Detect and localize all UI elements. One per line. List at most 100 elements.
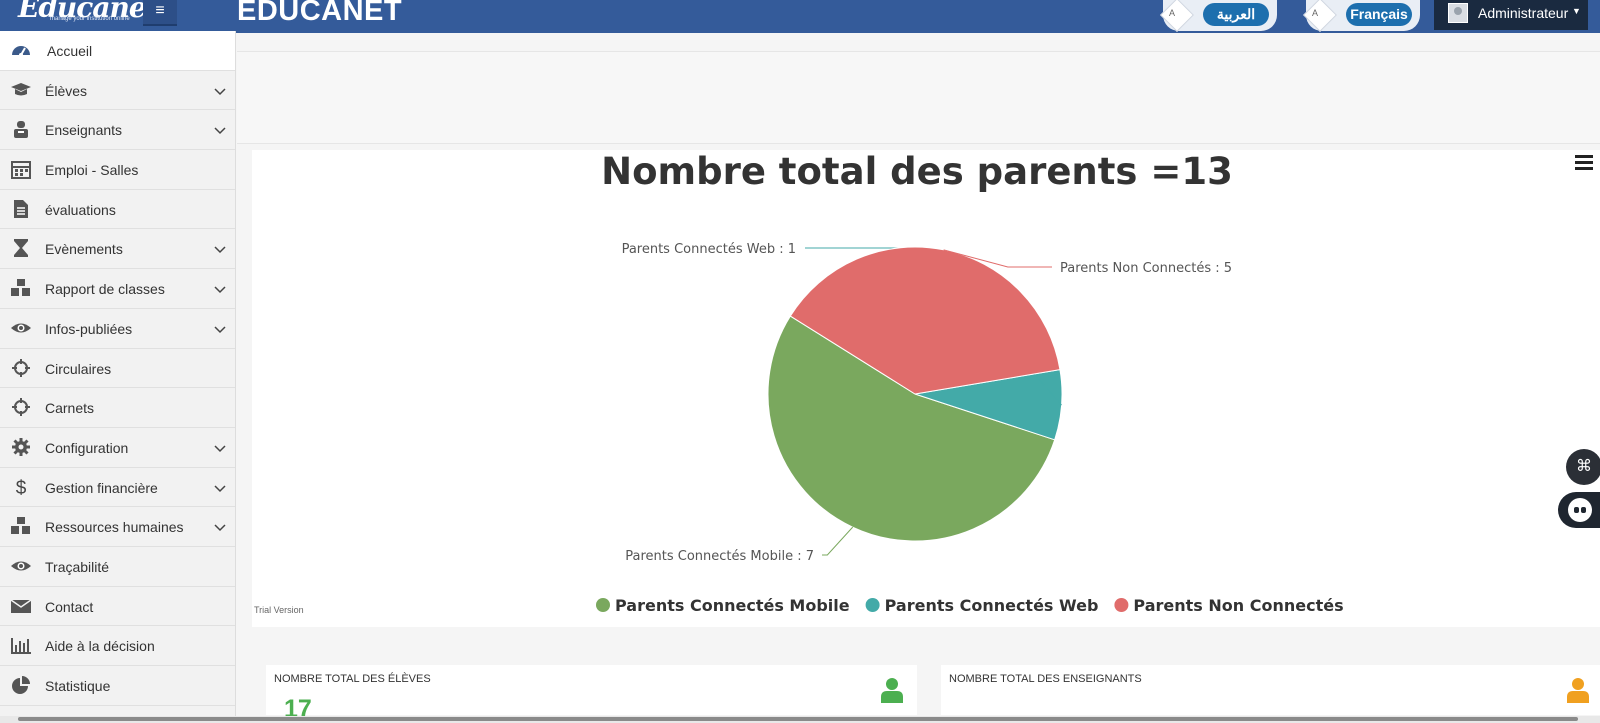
sidebar-item-configuration[interactable]: Configuration [0, 428, 235, 468]
main-content: Parents Connectés Mobile : 7 Parents Conn… [237, 33, 1600, 723]
educanet-logo[interactable]: Educanet manage your institution online [14, 0, 159, 26]
sidebar-item-label: Rapport de classes [45, 281, 165, 298]
sidebar-item-label: Statistique [45, 678, 111, 694]
parents-pie-chart: Parents Connectés Mobile : 7 Parents Conn… [596, 242, 1344, 615]
cubes-icon [10, 278, 32, 298]
gear-icon [10, 437, 32, 457]
scrollbar-thumb[interactable] [18, 717, 1578, 721]
sidebar-item-label: Traçabilité [45, 558, 110, 575]
sidebar-item-label: Enseignants [45, 122, 123, 139]
eye-icon [10, 556, 32, 576]
sidebar-item-label: Infos-publiées [45, 320, 133, 337]
translate-icon [1303, 0, 1337, 32]
apps-widget-button[interactable]: ⌘ [1566, 449, 1600, 485]
chart-title: Nombre total des parents =13 [601, 150, 1233, 193]
app-title: EDUCANET [237, 0, 403, 27]
legend-item-2[interactable]: Parents Non Connectés [1133, 596, 1343, 615]
pie-slice-0[interactable] [767, 315, 1056, 542]
graduation-cap-icon [10, 80, 32, 100]
sidebar-item-label: évaluations [45, 201, 116, 218]
chevron-down-icon [214, 282, 226, 294]
lang-switch-arabic[interactable]: A العربية [1160, 0, 1277, 32]
parents-chart-card: Parents Connectés Mobile : 7 Parents Conn… [252, 150, 1600, 627]
horizontal-scrollbar[interactable] [0, 716, 1600, 723]
sidebar-item-label: Élèves [45, 82, 88, 99]
sidebar-item-label: Configuration [45, 439, 129, 456]
legend-marker-0[interactable] [596, 598, 610, 612]
sidebar: Accueil Élèves Enseignants Emploi - Salles é… [0, 31, 236, 723]
sidebar-item-evaluations[interactable]: évaluations [0, 190, 235, 230]
sidebar-item-label: Aide à la décision [45, 638, 155, 655]
sidebar-item-eleves[interactable]: Élèves [0, 71, 235, 111]
watermark: Trial Version [254, 605, 304, 615]
sidebar-item-label: Accueil [47, 43, 93, 59]
sidebar-item-label: Ressources humaines [45, 519, 184, 536]
cubes-icon [10, 516, 32, 536]
chevron-down-icon [214, 123, 226, 135]
legend-marker-2[interactable] [1114, 598, 1129, 612]
lang-switch-french[interactable]: A Français [1303, 0, 1420, 32]
arabic-button[interactable]: العربية [1203, 3, 1269, 26]
chevron-down-icon [214, 322, 226, 334]
students-total-label: NOMBRE TOTAL DES ÉLÈVES [274, 673, 431, 685]
pie-chart-icon [10, 675, 32, 695]
sidebar-item-ressources-humaines[interactable]: Ressources humaines [0, 507, 235, 547]
sidebar-item-statistique[interactable]: Statistique [0, 666, 235, 706]
chevron-down-icon [214, 441, 226, 453]
crosshairs-icon [10, 397, 32, 417]
user-name: Administrateur [1478, 5, 1569, 21]
hourglass-icon [10, 238, 32, 258]
sidebar-item-carnets[interactable]: Carnets [0, 388, 235, 428]
french-button[interactable]: Français [1346, 3, 1412, 26]
dollar-icon: $ [10, 477, 32, 499]
top-navbar: Educanet manage your institution online … [0, 0, 1600, 33]
pie-data-label-0: Parents Connectés Mobile : 7 [625, 549, 814, 564]
svg-text:$: $ [16, 478, 27, 497]
logo-tagline: manage your institution online [50, 16, 130, 22]
sidebar-item-tracabilite[interactable]: Traçabilité [0, 547, 235, 587]
legend-item-0[interactable]: Parents Connectés Mobile [615, 596, 850, 615]
sidebar-item-enseignants[interactable]: Enseignants [0, 110, 235, 151]
hamburger-icon: ≡ [155, 2, 165, 19]
chevron-down-icon [214, 242, 226, 254]
envelope-icon [10, 596, 32, 616]
chart-legend: Parents Connectés Mobile Parents Connecté… [596, 596, 1344, 615]
pie-data-label-1: Parents Connectés Web : 1 [622, 242, 796, 257]
menu-toggle-button[interactable]: ≡ [143, 0, 177, 26]
sidebar-item-accueil[interactable]: Accueil [0, 31, 235, 71]
chevron-down-icon [214, 481, 226, 493]
sidebar-item-contact[interactable]: Contact [0, 587, 235, 627]
translate-icon [1160, 0, 1194, 32]
sidebar-item-label: Emploi - Salles [45, 162, 139, 179]
pie-connector-0 [822, 526, 854, 556]
sidebar-item-label: Evènements [45, 241, 123, 258]
teachers-total-card: NOMBRE TOTAL DES ENSEIGNANTS [941, 665, 1600, 715]
sidebar-item-circulaires[interactable]: Circulaires [0, 349, 235, 389]
grid-icon: ⌘ [1576, 458, 1592, 475]
sidebar-item-infos-publiees[interactable]: Infos-publiées [0, 309, 235, 349]
legend-marker-1[interactable] [865, 598, 880, 612]
translate-glyph: A [1169, 8, 1176, 18]
user-icon [881, 678, 903, 703]
document-icon [10, 199, 32, 219]
sidebar-item-gestion-financiere[interactable]: $ Gestion financière [0, 468, 235, 508]
pie-connector-2 [943, 249, 1052, 268]
logo-text: Educanet [18, 0, 159, 24]
sidebar-item-emploi-salles[interactable]: Emploi - Salles [0, 150, 235, 190]
chatbot-button[interactable] [1558, 492, 1600, 528]
crosshairs-icon [10, 358, 32, 378]
sidebar-item-label: Carnets [45, 400, 95, 417]
sidebar-item-aide-a-la-decision[interactable]: Aide à la décision [0, 626, 235, 666]
caret-down-icon: ▼ [1572, 6, 1581, 16]
legend-item-1[interactable]: Parents Connectés Web [885, 596, 1099, 615]
teacher-icon [10, 119, 32, 139]
chart-menu-icon[interactable] [1575, 155, 1593, 171]
translate-glyph: A [1312, 8, 1319, 18]
breadcrumb-area [237, 51, 1600, 144]
bar-chart-icon [10, 635, 32, 655]
user-menu[interactable]: Administrateur ▼ [1434, 0, 1588, 30]
chatbot-icon [1568, 498, 1592, 522]
sidebar-item-rapport-de-classes[interactable]: Rapport de classes [0, 269, 235, 309]
chevron-down-icon [214, 84, 226, 96]
sidebar-item-evenements[interactable]: Evènements [0, 229, 235, 270]
